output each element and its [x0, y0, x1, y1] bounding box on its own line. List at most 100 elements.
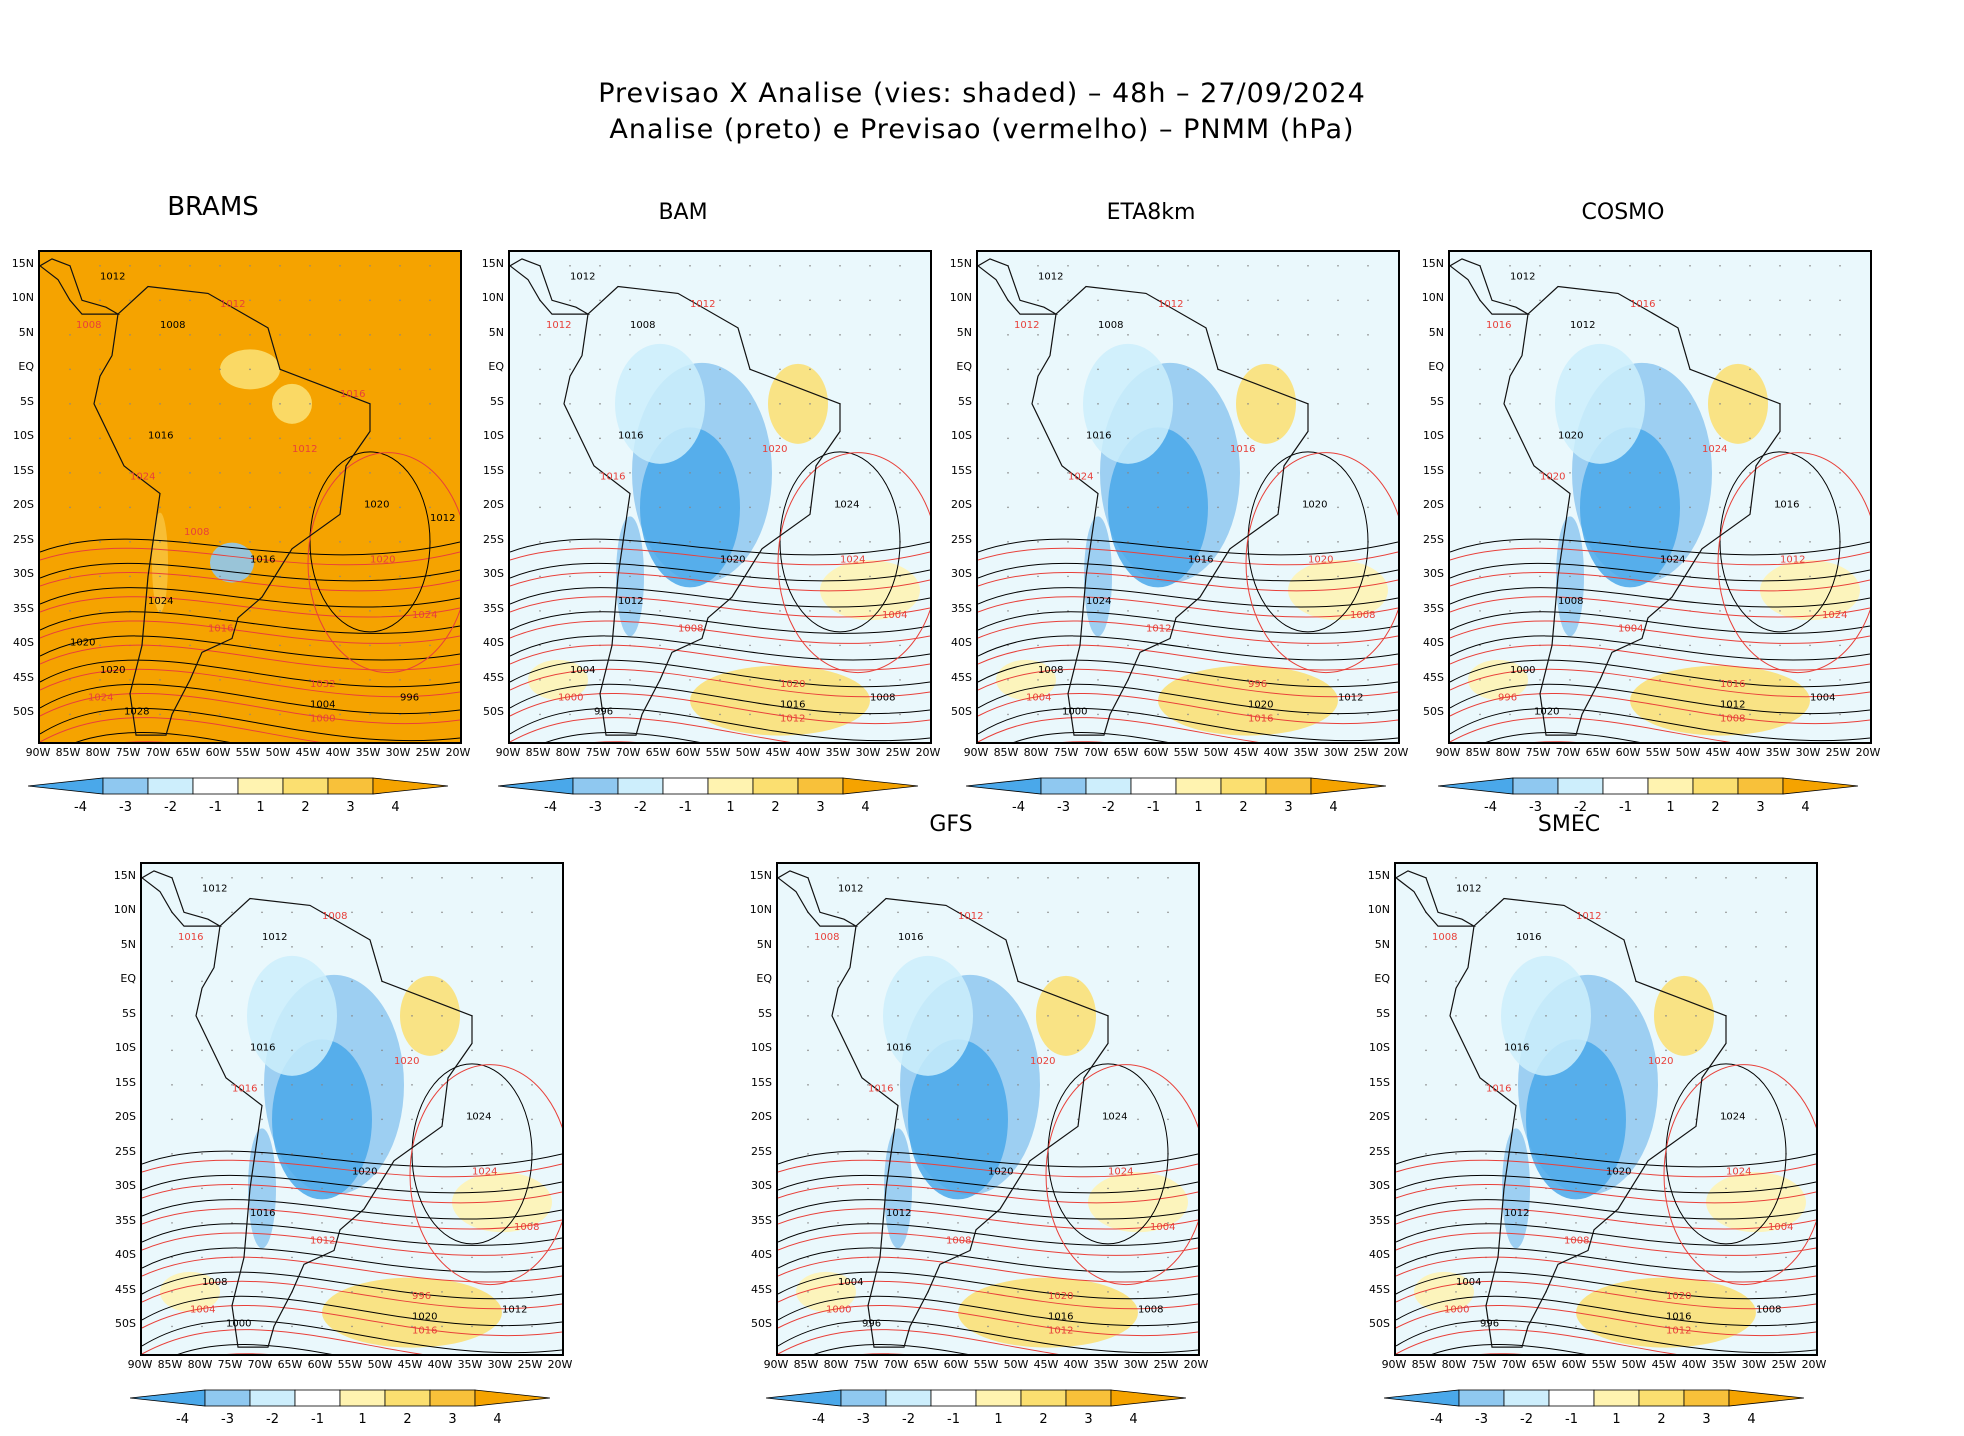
grid-point [599, 713, 601, 716]
colorbar-label: 3 [816, 800, 825, 815]
grid-point [1779, 506, 1781, 509]
grid-point [1659, 506, 1661, 509]
grid-point [351, 911, 353, 914]
grid-point [1569, 472, 1571, 474]
grid-point [1659, 437, 1661, 440]
grid-point [1695, 1084, 1697, 1086]
grid-point [1137, 1187, 1139, 1190]
grid-point [1455, 1256, 1457, 1259]
contour-label: 1012 [690, 299, 715, 310]
grid-point [809, 541, 811, 543]
longitude-tick-label: 75W [1471, 1358, 1497, 1371]
grid-point [1047, 980, 1049, 983]
bias-area [1468, 659, 1528, 700]
grid-point [719, 610, 721, 612]
grid-point [219, 437, 221, 440]
bias-area [452, 1172, 552, 1233]
latitude-tick-label: 10N [1421, 291, 1444, 305]
grid-point [1689, 679, 1691, 681]
grid-point [1485, 1118, 1487, 1121]
grid-point [441, 1325, 443, 1328]
grid-point [159, 368, 161, 371]
grid-point [1839, 403, 1841, 405]
latitude-tick-label: 40S [1423, 636, 1444, 650]
grid-point [1665, 1291, 1667, 1293]
grid-point [291, 980, 293, 983]
grid-point [1485, 1153, 1487, 1155]
analysis-isobar [411, 1063, 533, 1245]
grid-point [1367, 679, 1369, 681]
forecast-isobar [1396, 1280, 1816, 1310]
longitude-tick-label: 65W [1531, 1358, 1557, 1371]
grid-point [1247, 299, 1249, 302]
grid-point [809, 299, 811, 302]
contour-label: 1012 [780, 713, 805, 724]
grid-point [219, 334, 221, 336]
grid-point [1007, 472, 1009, 474]
grid-point [1479, 437, 1481, 440]
colorbar-label: -4 [544, 800, 557, 815]
contour-label: 1008 [76, 320, 101, 331]
contour-label: 1024 [412, 610, 437, 621]
forecast-isobar [510, 547, 930, 566]
grid-point [1515, 877, 1517, 879]
grid-point [1659, 644, 1661, 647]
coastline [563, 285, 841, 736]
forecast-isobar [510, 596, 930, 618]
analysis-isobar [309, 451, 431, 633]
grid-point [927, 877, 929, 879]
forecast-isobar [510, 692, 930, 725]
colorbar-swatches [1438, 777, 1858, 795]
grid-point [321, 1256, 323, 1259]
grid-point [689, 334, 691, 336]
grid-point [1187, 265, 1189, 267]
grid-point [897, 1084, 899, 1086]
forecast-isobar [1450, 572, 1870, 592]
grid-point [189, 472, 191, 474]
grid-point [1017, 1291, 1019, 1293]
grid-point [471, 980, 473, 983]
grid-point [629, 610, 631, 612]
grid-point [1037, 299, 1039, 302]
grid-point [1755, 1153, 1757, 1155]
grid-point [539, 610, 541, 612]
bias-area [1706, 1172, 1806, 1233]
contour-label: 996 [862, 1318, 881, 1329]
grid-point [339, 541, 341, 543]
analysis-isobar [978, 707, 1398, 742]
grid-point [231, 1222, 233, 1224]
grid-point [957, 1256, 959, 1259]
grid-point [569, 506, 571, 509]
grid-point [927, 1015, 929, 1017]
grid-point [1017, 1084, 1019, 1086]
grid-point [501, 1015, 503, 1017]
grid-point [899, 713, 901, 716]
latitude-tick-label: 25S [1369, 1144, 1390, 1158]
grid-point [1569, 610, 1571, 612]
analysis-isobar [40, 707, 460, 742]
grid-point [159, 299, 161, 302]
grid-point [779, 506, 781, 509]
latitude-tick-label: 45S [1423, 670, 1444, 684]
grid-point [531, 1015, 533, 1017]
grid-point [1107, 1084, 1109, 1086]
grid-point [291, 1256, 293, 1259]
grid-point [1809, 368, 1811, 371]
forecast-isobar [142, 1329, 424, 1354]
grid-point [249, 644, 251, 647]
grid-point [1247, 334, 1249, 336]
longitude-tick-label: 65W [645, 746, 671, 759]
grid-point [629, 368, 631, 371]
grid-point [1167, 911, 1169, 914]
contour-label: 1024 [1726, 1167, 1751, 1178]
colorbar-label: -2 [1574, 800, 1587, 815]
grid-point [539, 437, 541, 440]
colorbar-swatches [766, 1389, 1186, 1407]
grid-point [1017, 946, 1019, 948]
analysis-isobar [142, 1174, 562, 1194]
longitude-tick-label: 90W [495, 746, 521, 759]
grid-point [569, 265, 571, 267]
analysis-isobar [1396, 1223, 1816, 1246]
grid-point [1425, 1325, 1427, 1328]
grid-point [1569, 403, 1571, 405]
